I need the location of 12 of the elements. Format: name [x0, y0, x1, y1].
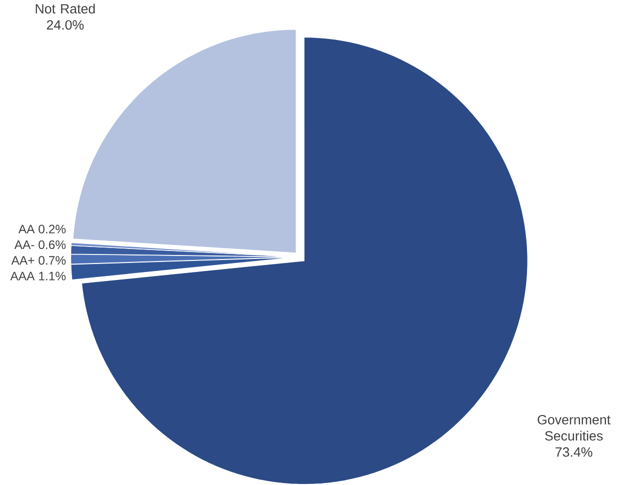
data-label: 0.2%: [38, 224, 66, 234]
data-label: 0.7%: [38, 256, 66, 265]
data-label: 24.0%: [46, 20, 84, 30]
data-label: 0.6%: [38, 240, 66, 250]
slice-label: AA: [18, 225, 35, 234]
slice-label: Not Rated: [36, 4, 95, 14]
slice-label: Government Securities: [538, 415, 610, 441]
slice-label: AA-: [14, 240, 34, 250]
slice-label: AAA: [10, 272, 35, 280]
data-label: 73.4%: [556, 447, 592, 457]
data-label: 1.1%: [39, 272, 66, 280]
slice-label: AA+: [11, 256, 34, 265]
